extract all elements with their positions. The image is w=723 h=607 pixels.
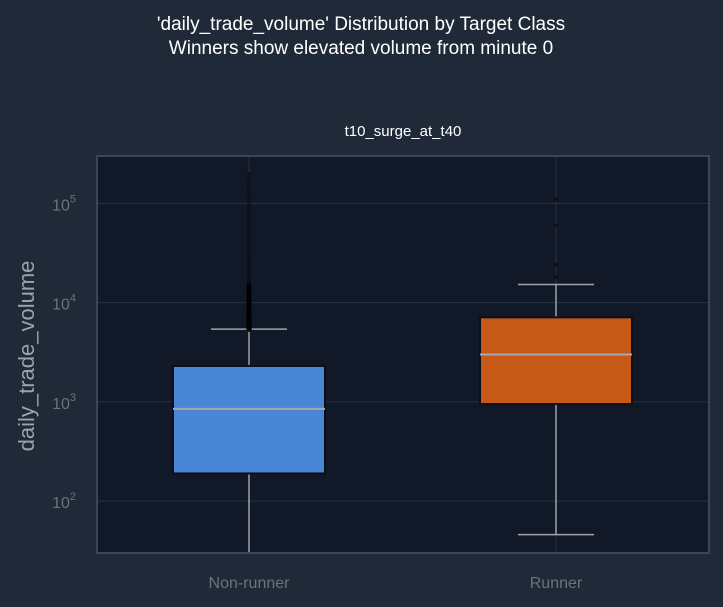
outlier-point <box>247 279 251 284</box>
outlier-point <box>247 234 251 238</box>
outlier-point <box>247 215 251 220</box>
box-iqr <box>479 316 633 406</box>
y-axis-label: daily_trade_volume <box>14 261 39 452</box>
outlier-point <box>247 277 251 281</box>
outlier-point <box>247 178 251 183</box>
outlier-point <box>247 262 251 266</box>
outlier-point <box>247 228 251 232</box>
box-non-runner <box>172 171 326 553</box>
outlier-point <box>247 248 251 253</box>
x-tick-label: Non-runner <box>209 575 291 592</box>
outlier-point <box>246 283 252 289</box>
outlier-point <box>247 196 251 200</box>
outlier-point <box>247 182 251 186</box>
y-tick-label: 104 <box>52 293 76 314</box>
outlier-point <box>247 264 251 269</box>
y-tick-label: 102 <box>52 491 76 512</box>
outlier-point <box>247 225 251 229</box>
outlier-point <box>247 189 251 193</box>
outlier-point <box>247 281 251 286</box>
plot-frame <box>96 155 710 554</box>
outlier-point <box>554 223 558 228</box>
outlier-point <box>247 199 251 204</box>
outlier-point <box>554 197 558 202</box>
outlier-point <box>247 243 251 247</box>
outlier-point <box>247 272 251 276</box>
outlier-point <box>247 257 251 261</box>
chart-subtitle: Winners show elevated volume from minute… <box>169 38 553 59</box>
y-tick-label: 103 <box>52 392 76 413</box>
outlier-point <box>554 275 558 280</box>
x-tick-label: Runner <box>530 575 583 592</box>
outlier-point <box>247 212 251 217</box>
outlier-point <box>247 245 251 250</box>
outlier-point <box>247 202 251 207</box>
outlier-point <box>247 251 251 256</box>
outlier-point <box>247 171 251 176</box>
outlier-point <box>247 219 251 223</box>
outlier-point <box>247 206 251 210</box>
outlier-point <box>247 267 251 272</box>
y-tick-label: 105 <box>52 193 76 214</box>
outlier-point <box>247 185 251 190</box>
outlier-point <box>247 231 251 235</box>
outlier-point <box>247 269 251 274</box>
outlier-point <box>247 259 251 264</box>
outlier-point <box>247 209 251 214</box>
box-runner <box>479 197 633 536</box>
chart-title: 'daily_trade_volume' Distribution by Tar… <box>157 14 565 35</box>
outlier-point <box>247 274 251 279</box>
outlier-point <box>554 262 558 267</box>
plot-area <box>96 155 710 554</box>
outlier-point <box>247 240 251 244</box>
panel-title: t10_surge_at_t40 <box>345 123 462 140</box>
outlier-point <box>247 222 251 226</box>
outlier-point <box>247 192 251 197</box>
box-iqr <box>172 364 326 475</box>
outlier-point <box>247 254 251 258</box>
outlier-point <box>247 237 251 241</box>
outlier-point <box>247 175 251 179</box>
